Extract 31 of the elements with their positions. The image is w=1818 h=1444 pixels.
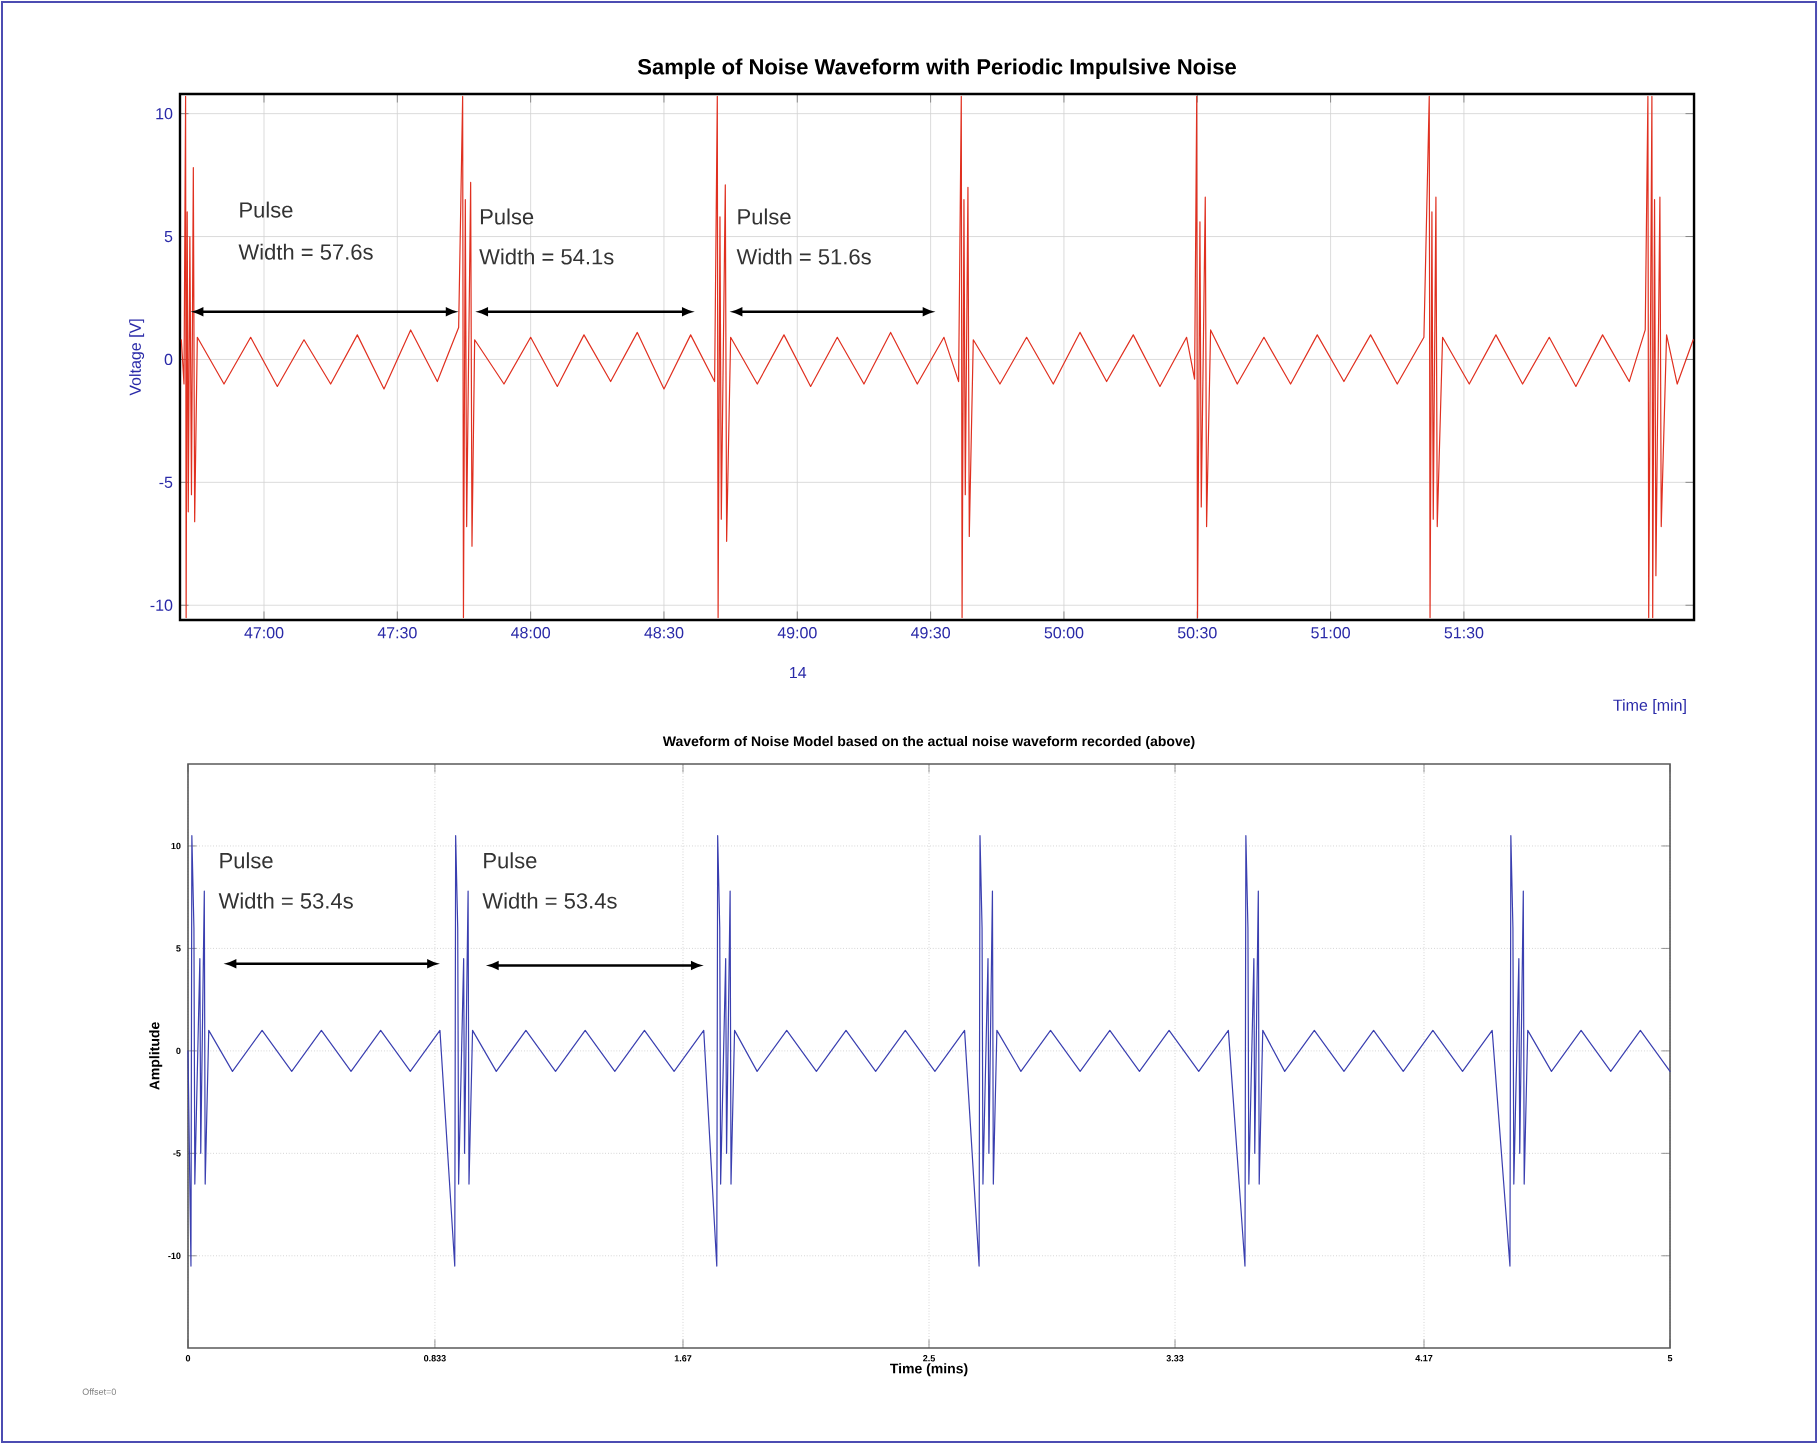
x-tick-label: 48:30 [644,627,684,639]
annotation: Pulse [738,208,791,225]
y-tick-label: 5 [164,230,173,243]
x-tick-label: 48:00 [511,627,551,639]
annotation: Width = 53.4s [218,892,353,909]
annotation: Pulse [480,208,534,225]
x-tick-label: 51:00 [1311,627,1350,639]
x-tick-label: 49:30 [910,627,951,639]
annotation: Width = 54.1s [479,248,614,265]
y-tick-label: 0 [164,353,173,366]
line-series [180,95,1694,619]
x-axis-title: Time [min] [1613,699,1686,714]
x-tick-label: 47:30 [377,627,417,639]
annotation: Width = 57.6s [238,243,373,260]
x-tick-label: 50:00 [1044,627,1084,639]
y-tick-label: 10 [156,107,173,120]
y-tick-label: -10 [150,599,173,611]
y-tick-label: -5 [159,476,173,488]
annotation: Width = 53.4s [482,892,617,909]
annotation: Pulse [240,201,293,218]
annotation: Pulse [484,852,537,869]
x-tick-label: 50:30 [1177,627,1217,639]
x-tick-label: 51:30 [1444,627,1484,639]
chart-title: Sample of Noise Waveform with Periodic Impulsive Noise [637,58,1236,79]
annotation: Pulse [220,852,273,869]
text: 14 [790,667,807,679]
line-series [187,835,1671,1267]
x-tick-label: 49:00 [777,627,817,639]
x-tick-label: 47:00 [244,627,284,639]
y-axis-title: Voltage [V] [129,319,145,396]
annotation: Width = 51.6s [736,248,871,265]
